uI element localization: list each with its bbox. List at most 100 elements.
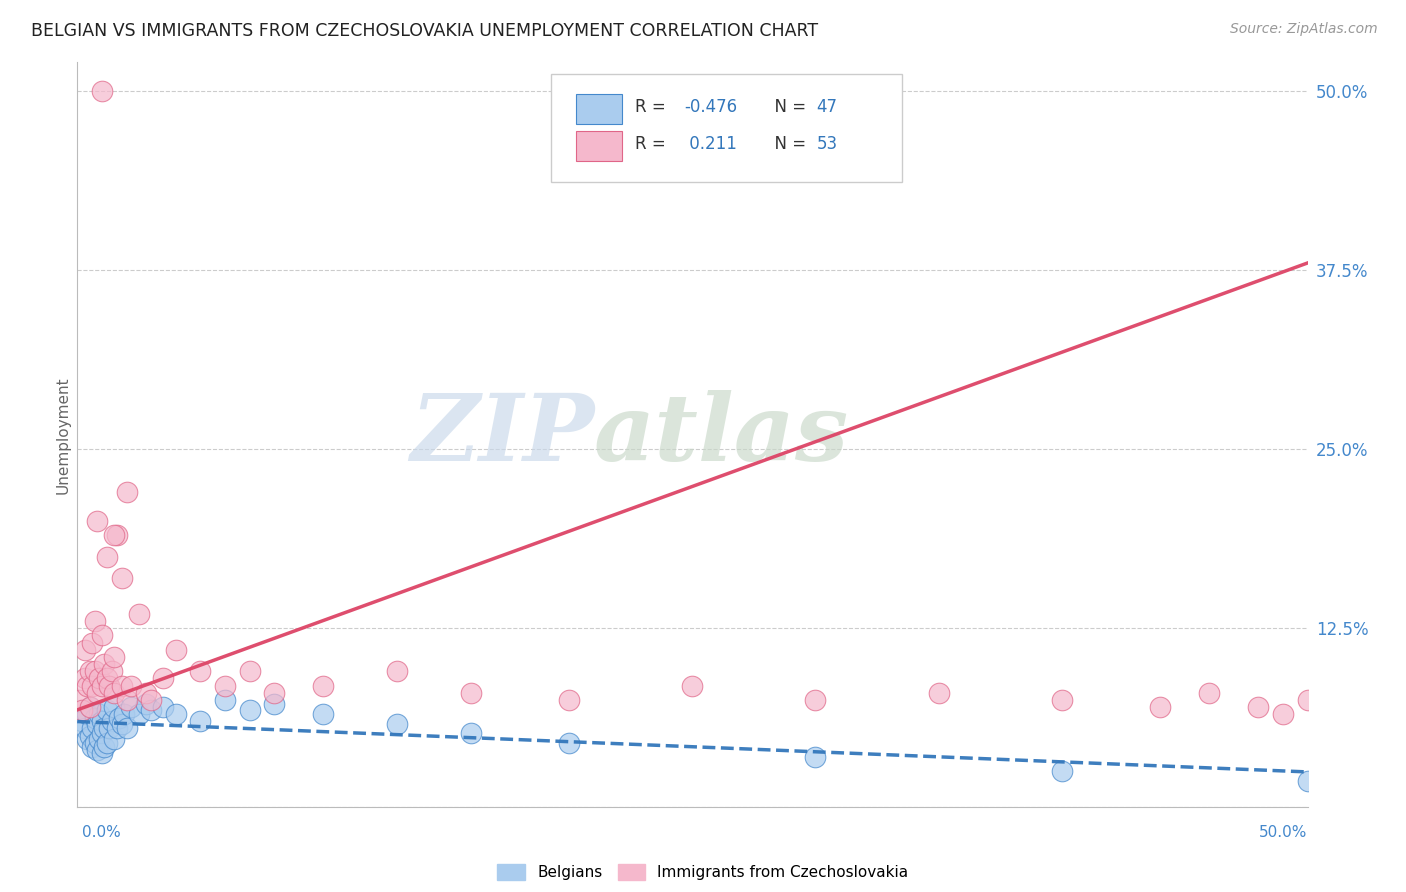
Point [79,664,101,678]
Point [460,686,482,700]
Text: N =: N = [763,136,811,153]
FancyBboxPatch shape [575,94,623,123]
Point [83,736,105,750]
Point [115,485,138,500]
Point [76,707,98,722]
Point [190,664,212,678]
Text: atlas: atlas [595,390,849,480]
Point [83,711,105,725]
Text: -0.476: -0.476 [683,98,737,116]
Point [111,571,132,585]
Point [90,84,114,98]
Text: R =: R = [634,98,671,116]
Point [312,707,335,722]
Point [239,703,262,717]
Point [558,736,581,750]
Point [387,664,409,678]
Text: 53: 53 [817,136,838,153]
Point [89,671,111,685]
Point [98,679,121,693]
Point [83,614,105,628]
Point [804,750,827,764]
Point [90,679,114,693]
Point [90,628,114,642]
Point [108,711,131,725]
Point [90,726,114,740]
Point [105,722,128,736]
Text: 0.0%: 0.0% [82,825,121,839]
Point [312,679,335,693]
Point [103,528,125,542]
Point [96,549,118,564]
Text: 47: 47 [817,98,838,116]
Text: N =: N = [763,98,811,116]
Point [214,693,236,707]
Point [103,731,125,746]
Point [86,514,108,528]
Point [263,697,285,711]
Point [111,679,132,693]
Text: 50.0%: 50.0% [1260,825,1308,839]
Point [804,693,827,707]
Point [79,700,101,714]
Point [103,649,125,664]
Point [682,679,704,693]
Point [93,740,115,755]
Text: R =: R = [634,136,671,153]
Point [1050,693,1073,707]
Point [558,693,581,707]
Point [70,703,93,717]
Point [69,693,91,707]
Point [115,722,138,736]
Point [105,528,128,542]
Text: 0.211: 0.211 [683,136,737,153]
Point [263,686,285,700]
Point [89,707,111,722]
Point [79,729,101,743]
Point [928,686,950,700]
Point [83,664,105,678]
Point [1247,700,1270,714]
Point [73,722,96,736]
Point [96,736,118,750]
Point [86,717,108,731]
Point [86,686,108,700]
Point [152,700,174,714]
Point [1198,686,1220,700]
Text: ZIP: ZIP [409,390,595,480]
Point [135,686,157,700]
Point [90,746,114,760]
Point [76,731,98,746]
Point [165,707,187,722]
Point [89,731,111,746]
Point [141,703,163,717]
Point [82,740,104,755]
Point [128,607,150,621]
Point [1296,774,1319,789]
Point [460,726,482,740]
Point [141,693,163,707]
Point [76,679,98,693]
Point [214,679,236,693]
Point [1050,764,1073,779]
Point [101,664,124,678]
Point [93,722,115,736]
Point [103,686,125,700]
Point [121,700,143,714]
Point [93,657,115,671]
Point [135,697,157,711]
Y-axis label: Unemployment: Unemployment [55,376,70,493]
Legend: Belgians, Immigrants from Czechoslovakia: Belgians, Immigrants from Czechoslovakia [498,864,908,880]
Point [82,679,104,693]
Point [96,703,118,717]
Point [90,714,114,729]
Point [111,717,132,731]
Point [1296,693,1319,707]
Point [1149,700,1171,714]
Point [239,664,262,678]
Point [115,693,138,707]
Point [82,635,104,649]
FancyBboxPatch shape [551,74,901,182]
Point [165,642,187,657]
Point [101,714,124,729]
